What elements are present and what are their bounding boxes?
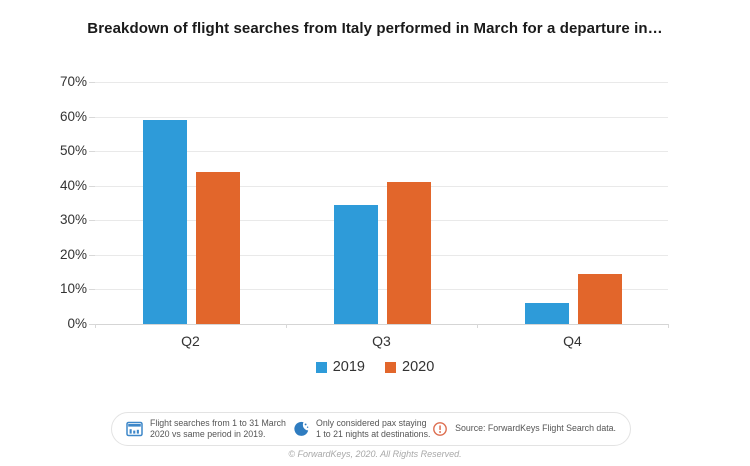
- x-tick-2: [477, 324, 478, 328]
- x-axis-label-Q2: Q2: [181, 333, 200, 349]
- y-axis-label-20%: 20%: [59, 246, 87, 262]
- note-stay-length-text: Only considered pax staying 1 to 21 nigh…: [315, 417, 431, 439]
- x-tick-1: [286, 324, 287, 328]
- y-tick-40%: [89, 185, 95, 187]
- copyright-text: © ForwardKeys, 2020. All Rights Reserved…: [288, 449, 462, 459]
- x-axis-line: [95, 324, 668, 325]
- y-axis-label-10%: 10%: [59, 281, 87, 297]
- bar-2019-Q2: [142, 120, 187, 324]
- x-axis-label-Q3: Q3: [372, 333, 391, 349]
- warning-icon: [433, 422, 448, 436]
- x-tick-0: [95, 324, 96, 328]
- y-axis-label-40%: 40%: [59, 177, 87, 193]
- note-stay-length: Only considered pax staying 1 to 21 nigh…: [293, 418, 432, 441]
- calendar-icon: [126, 421, 143, 437]
- y-axis-label-50%: 50%: [59, 143, 87, 159]
- moon-icon: [294, 421, 309, 436]
- gridline-10%: [95, 289, 668, 291]
- note-search-period-text: Flight searches from 1 to 31 March 2020 …: [150, 417, 286, 439]
- note-source: Source: ForwardKeys Flight Search data.: [432, 421, 616, 437]
- legend-item-2019: 2019: [315, 359, 365, 375]
- legend-swatch-2019: [315, 361, 327, 373]
- chart-legend: 2019 2020: [0, 359, 750, 375]
- gridline-40%: [95, 185, 668, 187]
- legend-label-2020: 2020: [402, 359, 435, 375]
- y-axis-label-30%: 30%: [59, 212, 87, 228]
- gridline-50%: [95, 151, 668, 153]
- chart-title: Breakdown of flight searches from Italy …: [87, 20, 663, 37]
- legend-label-2019: 2019: [332, 359, 365, 375]
- gridline-20%: [95, 254, 668, 256]
- y-tick-10%: [89, 289, 95, 291]
- bar-2019-Q4: [524, 303, 569, 324]
- note-source-text: Source: ForwardKeys Flight Search data.: [455, 423, 616, 434]
- bar-2020-Q2: [195, 171, 240, 324]
- note-search-period: Flight searches from 1 to 31 March 2020 …: [126, 418, 293, 441]
- legend-swatch-2020: [385, 361, 396, 373]
- gridline-70%: [95, 82, 668, 83]
- bar-2020-Q4: [577, 273, 622, 324]
- y-axis-label-70%: 70%: [59, 74, 87, 89]
- y-tick-60%: [89, 116, 95, 118]
- y-axis-label-60%: 60%: [59, 108, 87, 124]
- y-tick-50%: [89, 151, 95, 153]
- legend-item-2020: 2020: [385, 359, 434, 375]
- notes-bar: Flight searches from 1 to 31 March 2020 …: [111, 412, 631, 446]
- x-axis-label-Q4: Q4: [563, 333, 582, 349]
- gridline-60%: [95, 116, 668, 118]
- y-tick-30%: [89, 220, 95, 222]
- y-tick-0%: [89, 324, 95, 325]
- y-tick-20%: [89, 254, 95, 256]
- y-axis-label-0%: 0%: [67, 316, 87, 331]
- x-tick-3: [668, 324, 669, 328]
- bar-2019-Q3: [333, 204, 378, 324]
- gridline-30%: [95, 220, 668, 222]
- bar-2020-Q3: [386, 182, 431, 324]
- y-tick-70%: [89, 82, 95, 83]
